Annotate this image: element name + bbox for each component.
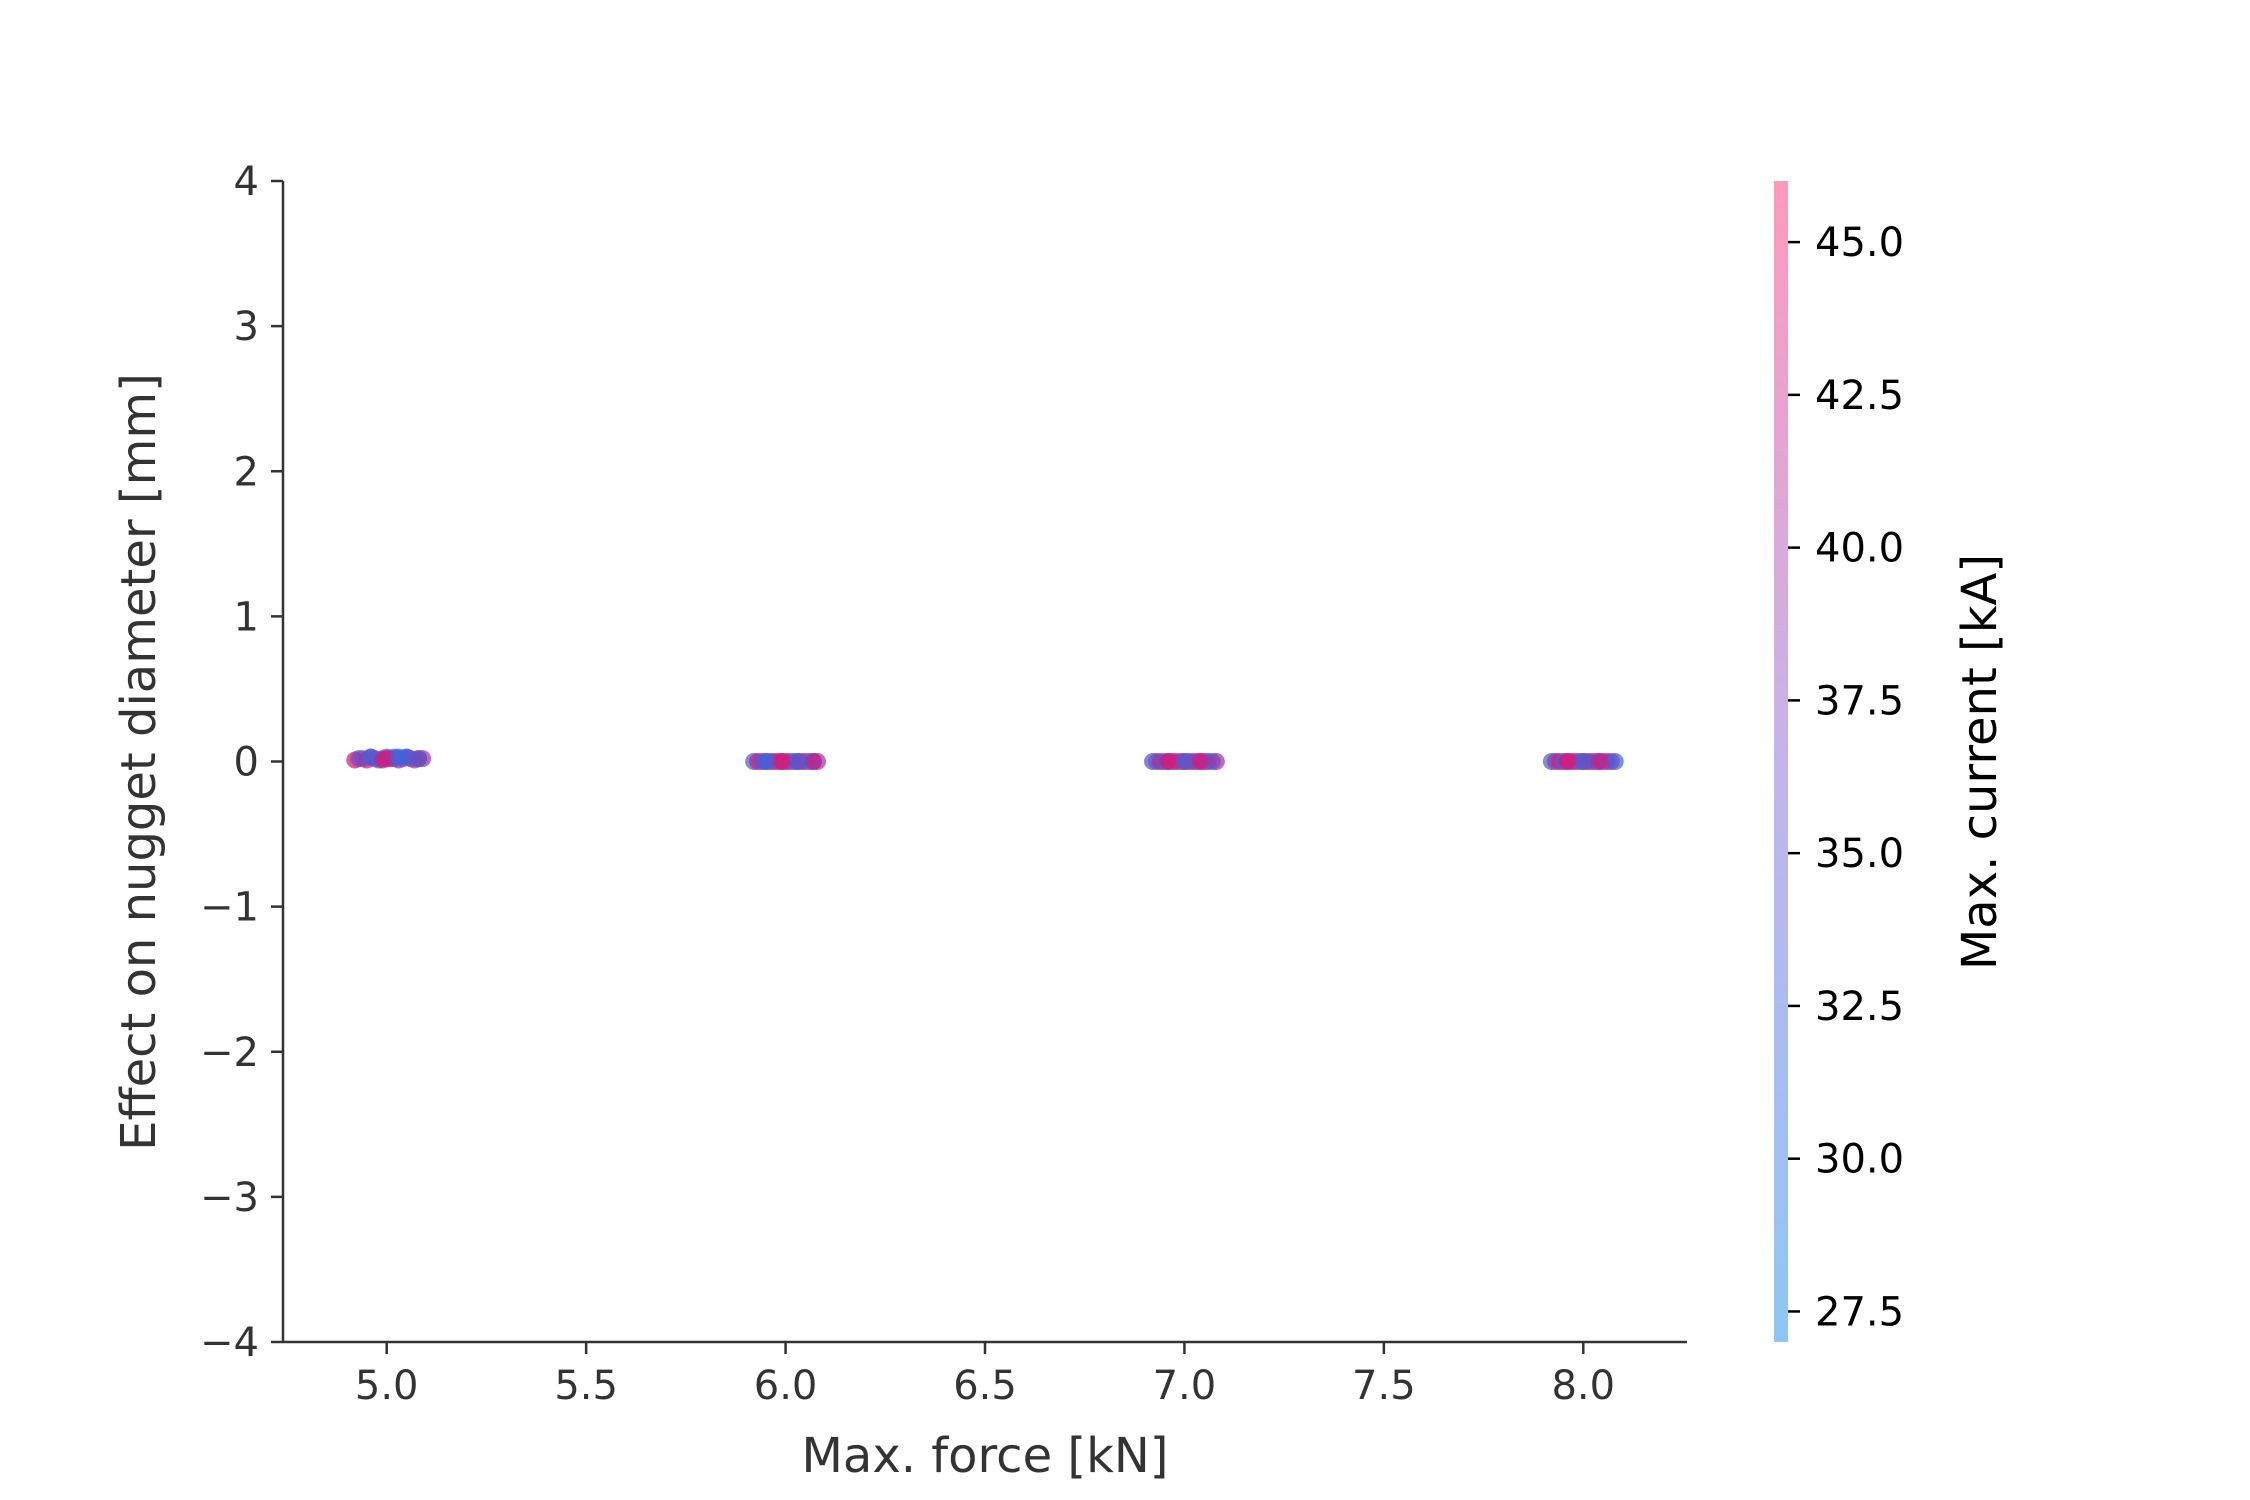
y-tick-label: 1	[234, 594, 259, 640]
scatter-point	[1590, 753, 1608, 770]
x-tick-label: 7.5	[1352, 1363, 1416, 1409]
y-tick-label: 2	[234, 449, 259, 495]
colorbar-tick-label: 45.0	[1815, 220, 1904, 266]
y-tick-label: −1	[200, 885, 259, 931]
colorbar-tick-label: 42.5	[1815, 373, 1904, 419]
y-tick-label: 4	[234, 159, 259, 205]
x-tick-label: 8.0	[1551, 1363, 1615, 1409]
y-tick-label: 3	[234, 304, 259, 350]
colorbar-tick-label: 37.5	[1815, 678, 1904, 724]
y-tick-label: −2	[200, 1030, 259, 1076]
colorbar-tick-label: 27.5	[1815, 1289, 1904, 1335]
colorbar-title: Max. current [kA]	[1952, 554, 2008, 970]
colorbar-tick-label: 32.5	[1815, 984, 1904, 1030]
x-tick-label: 7.0	[1153, 1363, 1217, 1409]
data-points	[346, 748, 1624, 770]
scatter-point	[757, 753, 775, 770]
scatter-point	[1207, 753, 1225, 770]
colorbar-tick-label: 40.0	[1815, 526, 1904, 572]
y-tick-label: −3	[200, 1175, 259, 1221]
colorbar-ticks: 45.0 42.5 40.0 37.5 35.0 32.5 30.0 27.5	[1788, 220, 1904, 1335]
scatter-point	[1558, 753, 1576, 770]
scatter-point	[1191, 753, 1209, 770]
y-axis-ticks: 4 3 2 1 0 −1 −2 −3 −4	[200, 159, 283, 1366]
scatter-point	[410, 750, 428, 768]
scatter-point	[1606, 753, 1624, 770]
y-axis-title: Effect on nugget diameter [mm]	[111, 373, 167, 1151]
colorbar	[1774, 181, 1788, 1342]
scatter-point	[804, 753, 822, 770]
x-tick-label: 5.5	[554, 1363, 618, 1409]
colorbar-tick-label: 35.0	[1815, 831, 1904, 877]
y-tick-label: 0	[234, 740, 259, 786]
x-tick-label: 5.0	[355, 1363, 419, 1409]
scatter-point	[789, 753, 807, 770]
x-tick-label: 6.5	[953, 1363, 1017, 1409]
scatter-point	[773, 753, 791, 770]
x-axis-ticks: 5.0 5.5 6.0 6.5 7.0 7.5 8.0	[355, 1342, 1615, 1409]
scatter-point	[1175, 753, 1193, 770]
colorbar-tick-label: 30.0	[1815, 1137, 1904, 1183]
scatter-point	[390, 748, 408, 766]
scatter-point	[1574, 753, 1592, 770]
y-tick-label: −4	[200, 1320, 259, 1366]
scatter-point	[1159, 753, 1177, 770]
x-axis-title: Max. force [kN]	[801, 1428, 1168, 1484]
x-tick-label: 6.0	[754, 1363, 818, 1409]
